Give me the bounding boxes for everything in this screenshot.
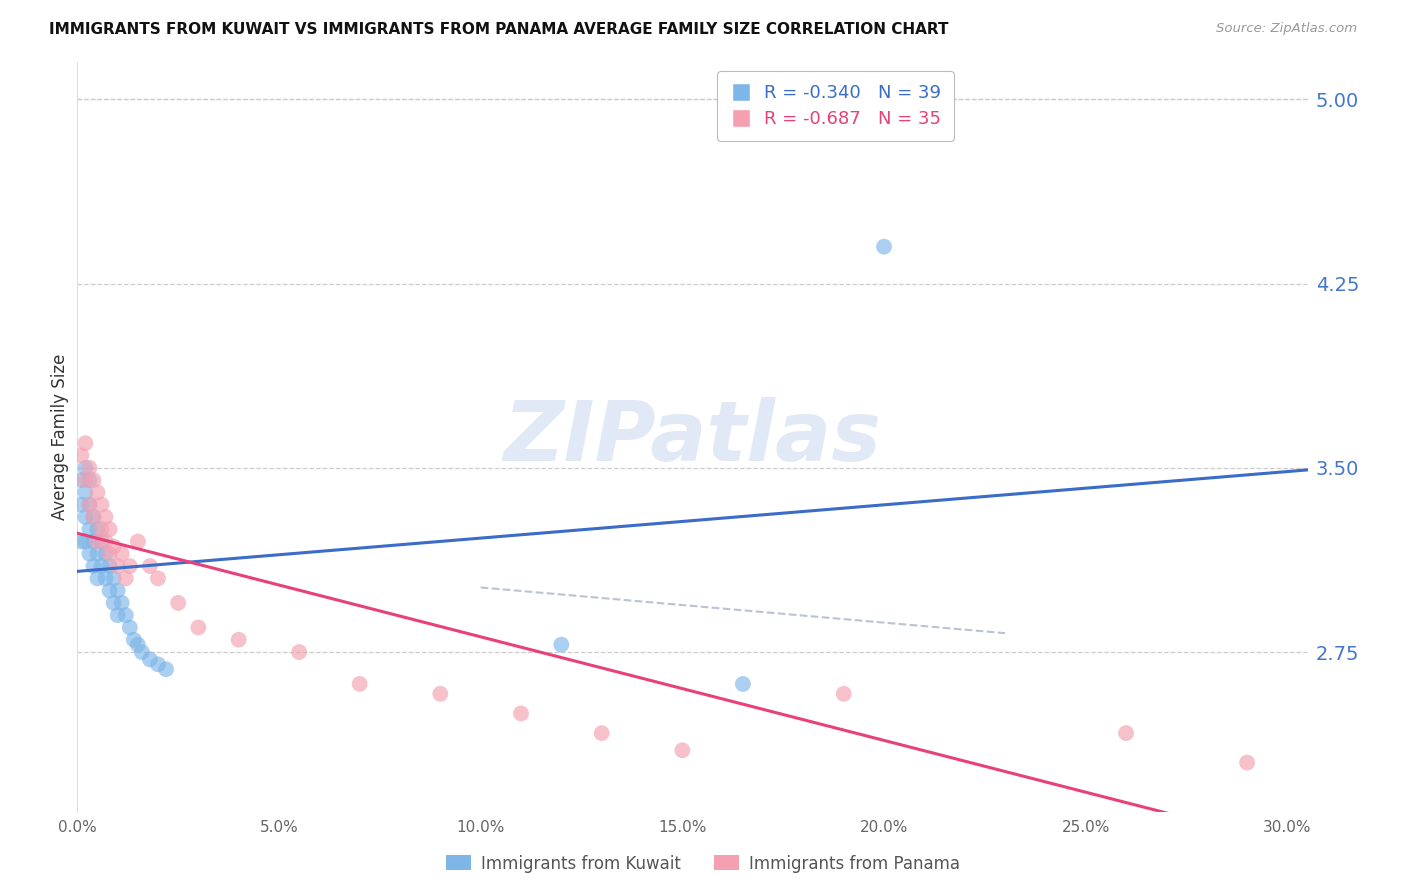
Point [146,571,169,585]
Y-axis label: Average Family Size: Average Family Size [51,354,69,520]
Point [510,706,533,721]
Point [98,547,121,561]
Point [86,571,108,585]
Point [111,596,134,610]
Point [75,473,97,487]
Point [86,522,108,536]
Point [550,638,572,652]
Point [98,583,121,598]
Point [873,240,896,254]
Point [75,436,97,450]
Point [146,657,169,672]
Point [118,559,141,574]
Text: Source: ZipAtlas.com: Source: ZipAtlas.com [1216,22,1357,36]
Point [349,677,371,691]
Point [90,522,112,536]
Text: ZIPatlas: ZIPatlas [503,397,882,477]
Point [114,571,136,585]
Point [70,534,93,549]
Point [86,547,108,561]
Point [1115,726,1137,740]
Point [70,498,93,512]
Point [94,547,117,561]
Point [131,645,153,659]
Point [167,596,190,610]
Point [98,522,121,536]
Point [155,662,177,676]
Point [94,510,117,524]
Point [671,743,693,757]
Point [107,608,129,623]
Point [70,449,93,463]
Point [127,534,149,549]
Point [103,540,125,554]
Point [82,534,104,549]
Point [731,677,754,691]
Point [90,559,112,574]
Text: IMMIGRANTS FROM KUWAIT VS IMMIGRANTS FROM PANAMA AVERAGE FAMILY SIZE CORRELATION: IMMIGRANTS FROM KUWAIT VS IMMIGRANTS FRO… [49,22,949,37]
Point [122,632,145,647]
Point [1236,756,1258,770]
Point [114,608,136,623]
Point [70,473,93,487]
Point [90,534,112,549]
Point [111,547,134,561]
Point [86,534,108,549]
Point [86,485,108,500]
Point [79,498,101,512]
Point [79,460,101,475]
Point [429,687,451,701]
Point [127,638,149,652]
Point [832,687,855,701]
Point [591,726,613,740]
Point [75,485,97,500]
Point [82,473,104,487]
Legend: R = -0.340   N = 39, R = -0.687   N = 35: R = -0.340 N = 39, R = -0.687 N = 35 [717,71,955,141]
Point [94,534,117,549]
Point [79,498,101,512]
Point [82,559,104,574]
Point [98,559,121,574]
Point [82,510,104,524]
Point [139,652,162,666]
Point [288,645,311,659]
Point [103,571,125,585]
Point [79,547,101,561]
Point [79,473,101,487]
Point [82,510,104,524]
Point [90,498,112,512]
Point [75,460,97,475]
Point [118,620,141,634]
Point [228,632,250,647]
Point [94,571,117,585]
Point [103,596,125,610]
Point [79,522,101,536]
Point [75,510,97,524]
Point [107,583,129,598]
Legend: Immigrants from Kuwait, Immigrants from Panama: Immigrants from Kuwait, Immigrants from … [439,848,967,880]
Point [139,559,162,574]
Point [75,534,97,549]
Point [107,559,129,574]
Point [187,620,209,634]
